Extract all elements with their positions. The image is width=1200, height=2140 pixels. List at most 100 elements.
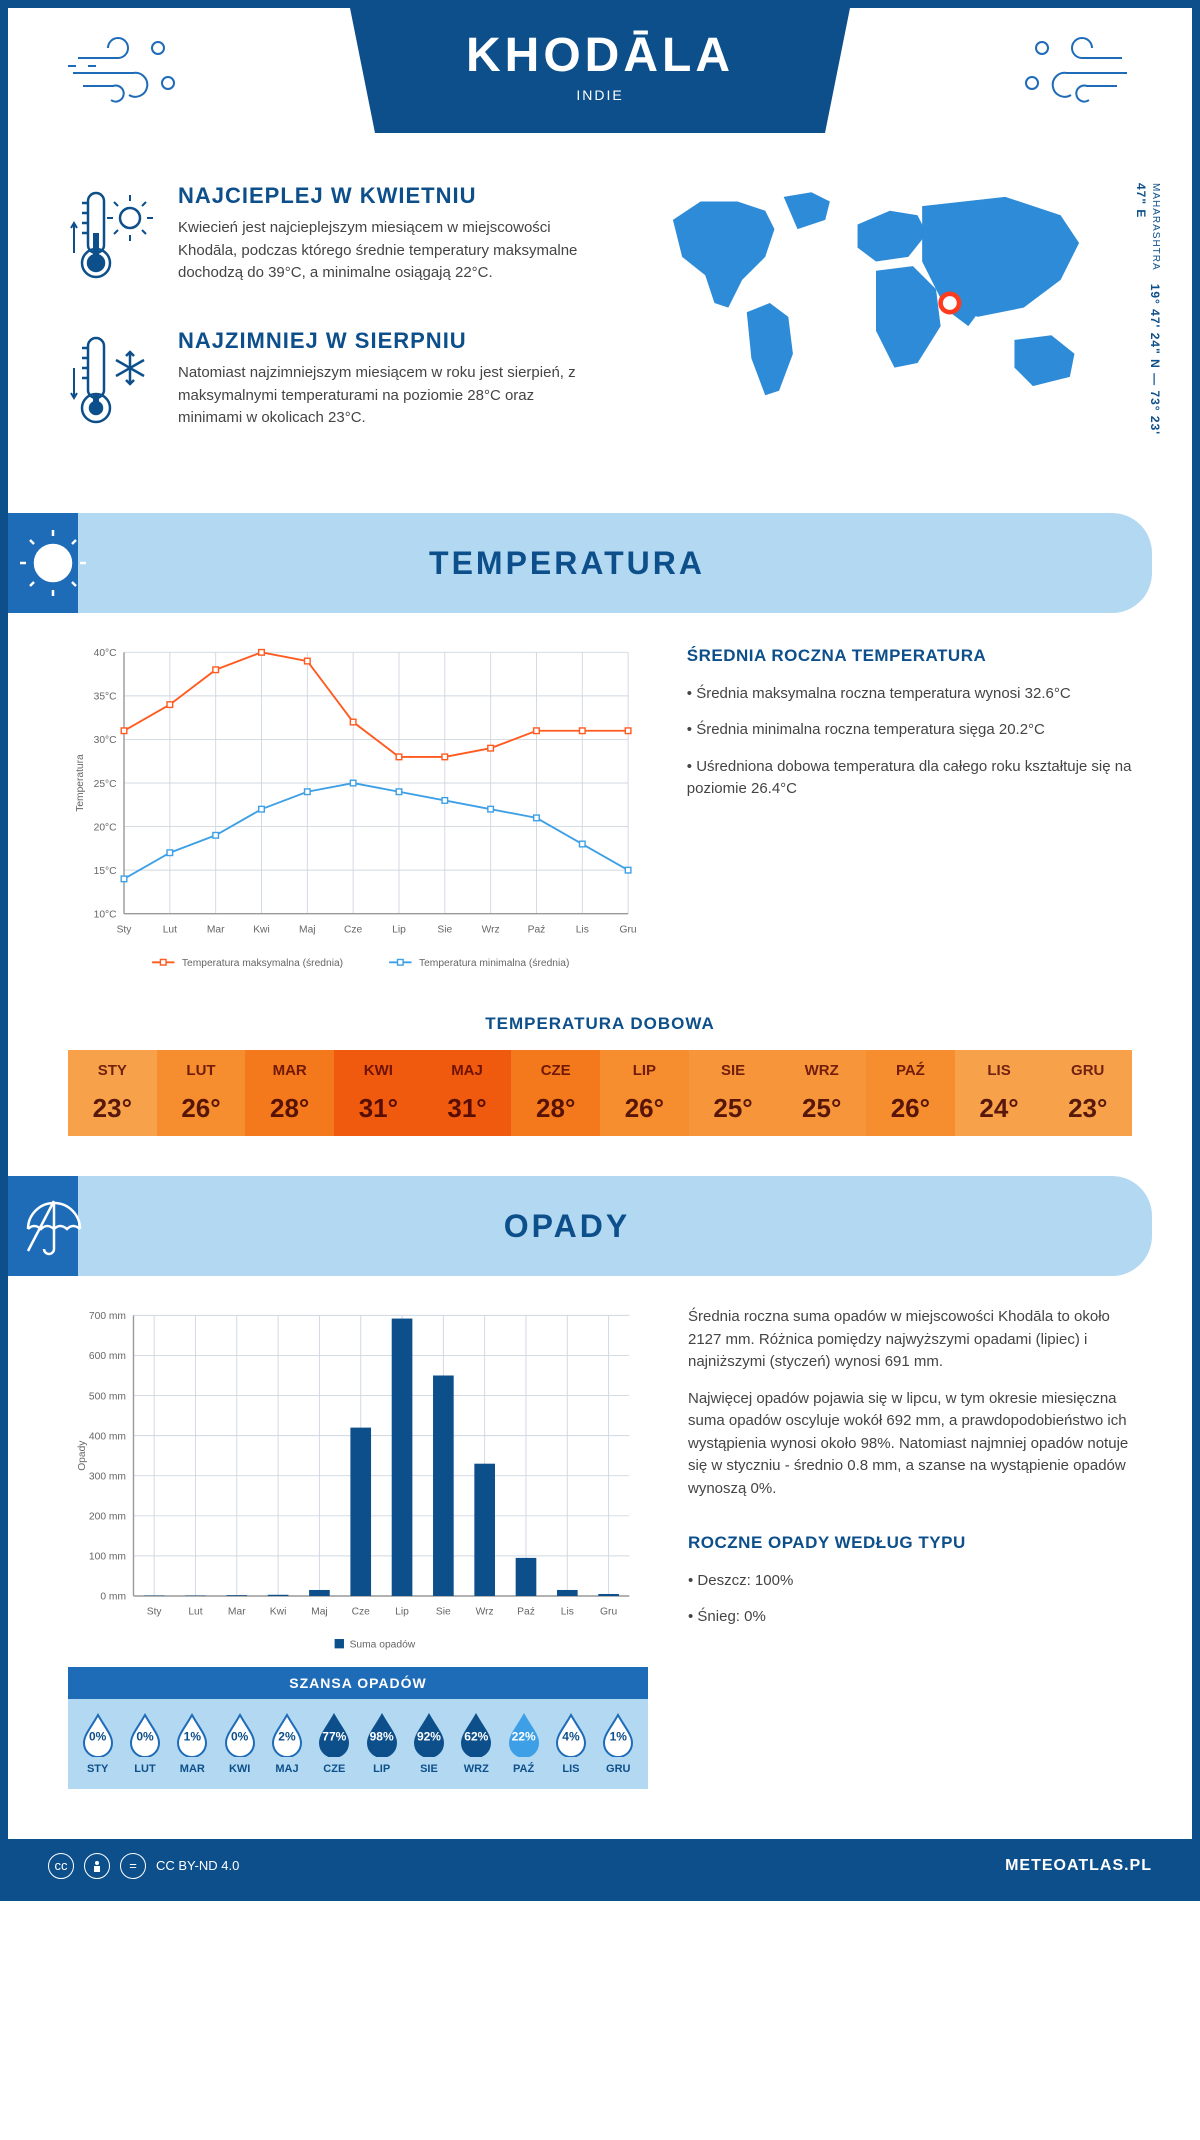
footer: cc = CC BY-ND 4.0 METEOATLAS.PL bbox=[8, 1839, 1192, 1893]
svg-text:15°C: 15°C bbox=[94, 866, 118, 877]
nd-icon: = bbox=[120, 1853, 146, 1879]
temp-summary-title: ŚREDNIA ROCZNA TEMPERATURA bbox=[687, 643, 1132, 669]
svg-text:Temperatura maksymalna (średni: Temperatura maksymalna (średnia) bbox=[182, 958, 343, 969]
chance-value: 1% bbox=[184, 1729, 201, 1743]
svg-text:0 mm: 0 mm bbox=[100, 1592, 126, 1603]
svg-text:Temperatura: Temperatura bbox=[75, 754, 86, 812]
chance-cell: 0%KWI bbox=[216, 1713, 263, 1775]
daily-temp-cell: MAJ 31° bbox=[423, 1050, 512, 1136]
daily-month-label: MAR bbox=[245, 1062, 334, 1079]
hottest-month-block: NAJCIEPLEJ W KWIETNIU Kwiecień jest najc… bbox=[68, 183, 580, 298]
raindrop-icon: 77% bbox=[316, 1713, 352, 1757]
daily-month-label: LIS bbox=[955, 1062, 1044, 1079]
cold-text: Natomiast najzimniejszym miesiącem w rok… bbox=[178, 362, 580, 430]
svg-text:Paź: Paź bbox=[517, 1607, 535, 1618]
thermometer-snow-icon bbox=[68, 328, 158, 443]
daily-temperature-table: STY23°LUT26°MAR28°KWI31°MAJ31°CZE28°LIP2… bbox=[68, 1050, 1132, 1136]
raindrop-icon: 98% bbox=[364, 1713, 400, 1757]
svg-text:Maj: Maj bbox=[299, 924, 316, 935]
svg-text:700 mm: 700 mm bbox=[89, 1311, 126, 1322]
chance-month-label: MAJ bbox=[263, 1763, 310, 1775]
sun-icon bbox=[8, 513, 78, 613]
daily-temp-value: 31° bbox=[423, 1093, 512, 1124]
daily-month-label: LUT bbox=[157, 1062, 246, 1079]
chance-cell: 4%LIS bbox=[547, 1713, 594, 1775]
raindrop-icon: 62% bbox=[458, 1713, 494, 1757]
svg-text:Sty: Sty bbox=[147, 1607, 163, 1618]
chance-month-label: MAR bbox=[169, 1763, 216, 1775]
chance-value: 98% bbox=[370, 1729, 394, 1743]
daily-temp-value: 25° bbox=[689, 1093, 778, 1124]
precipitation-section-header: OPADY bbox=[8, 1176, 1152, 1276]
svg-text:30°C: 30°C bbox=[94, 735, 118, 746]
chance-cell: 2% MAJ bbox=[263, 1713, 310, 1775]
wind-swirl-icon bbox=[68, 28, 188, 113]
site-name: METEOATLAS.PL bbox=[1005, 1857, 1152, 1875]
by-icon bbox=[84, 1853, 110, 1879]
precipitation-chance-box: SZANSA OPADÓW 0%STY0%LUT1%MAR0%KWI2%MAJ7… bbox=[68, 1667, 648, 1789]
svg-text:Lip: Lip bbox=[395, 1607, 409, 1618]
daily-month-label: CZE bbox=[511, 1062, 600, 1079]
chance-cell: 98% LIP bbox=[358, 1713, 405, 1775]
daily-temp-cell: MAR28° bbox=[245, 1050, 334, 1136]
svg-text:Cze: Cze bbox=[352, 1607, 371, 1618]
precip-para-1: Średnia roczna suma opadów w miejscowośc… bbox=[688, 1306, 1132, 1374]
chance-cell: 1% MAR bbox=[169, 1713, 216, 1775]
svg-text:Gru: Gru bbox=[600, 1607, 617, 1618]
daily-temp-value: 24° bbox=[955, 1093, 1044, 1124]
svg-text:Sie: Sie bbox=[437, 924, 452, 935]
coldest-month-block: NAJZIMNIEJ W SIERPNIU Natomiast najzimni… bbox=[68, 328, 580, 443]
cold-title: NAJZIMNIEJ W SIERPNIU bbox=[178, 328, 580, 354]
chance-value: 77% bbox=[322, 1729, 346, 1743]
daily-temp-value: 26° bbox=[157, 1093, 246, 1124]
daily-temp-cell: STY23° bbox=[68, 1050, 157, 1136]
temperature-title: TEMPERATURA bbox=[102, 545, 1032, 582]
chance-value: 0% bbox=[136, 1729, 153, 1743]
daily-temp-cell: CZE 28° bbox=[511, 1050, 600, 1136]
daily-temp-cell: SIE25° bbox=[689, 1050, 778, 1136]
hot-text: Kwiecień jest najcieplejszym miesiącem w… bbox=[178, 217, 580, 285]
daily-temp-cell: LIS 24° bbox=[955, 1050, 1044, 1136]
chance-month-label: GRU bbox=[595, 1763, 642, 1775]
daily-temp-cell: PAŹ26° bbox=[866, 1050, 955, 1136]
svg-text:40°C: 40°C bbox=[94, 648, 118, 659]
chance-cell: 0%STY bbox=[74, 1713, 121, 1775]
wind-swirl-icon bbox=[1012, 28, 1132, 113]
cc-icon: cc bbox=[48, 1853, 74, 1879]
chance-value: 0% bbox=[89, 1729, 106, 1743]
daily-month-label: LIP bbox=[600, 1062, 689, 1079]
raindrop-icon: 0% bbox=[222, 1713, 258, 1757]
daily-temp-value: 28° bbox=[511, 1093, 600, 1124]
daily-temp-value: 31° bbox=[334, 1093, 423, 1124]
temp-bullet: Średnia minimalna roczna temperatura się… bbox=[687, 719, 1132, 742]
chance-value: 92% bbox=[417, 1729, 441, 1743]
svg-text:500 mm: 500 mm bbox=[89, 1391, 126, 1402]
daily-temp-value: 25° bbox=[777, 1093, 866, 1124]
precip-type-bullet: Śnieg: 0% bbox=[688, 1606, 1132, 1629]
chance-month-label: LUT bbox=[121, 1763, 168, 1775]
umbrella-icon bbox=[8, 1176, 78, 1276]
daily-temp-value: 26° bbox=[600, 1093, 689, 1124]
svg-text:Gru: Gru bbox=[620, 924, 637, 935]
world-map bbox=[620, 183, 1132, 423]
chance-cell: 92%SIE bbox=[405, 1713, 452, 1775]
daily-month-label: MAJ bbox=[423, 1062, 512, 1079]
raindrop-icon: 2% bbox=[269, 1713, 305, 1757]
chance-value: 4% bbox=[562, 1729, 579, 1743]
svg-text:10°C: 10°C bbox=[94, 909, 118, 920]
chance-value: 2% bbox=[278, 1729, 295, 1743]
chance-month-label: LIP bbox=[358, 1763, 405, 1775]
svg-text:Kwi: Kwi bbox=[270, 1607, 287, 1618]
header-banner: KHODĀLA INDIE bbox=[350, 8, 850, 133]
raindrop-icon: 0% bbox=[127, 1713, 163, 1757]
svg-text:35°C: 35°C bbox=[94, 692, 118, 703]
svg-text:Maj: Maj bbox=[311, 1607, 328, 1618]
svg-text:Wrz: Wrz bbox=[482, 924, 500, 935]
daily-month-label: KWI bbox=[334, 1062, 423, 1079]
daily-month-label: WRZ bbox=[777, 1062, 866, 1079]
svg-text:Lis: Lis bbox=[561, 1607, 574, 1618]
svg-text:Lis: Lis bbox=[576, 924, 589, 935]
daily-temp-cell: LUT 26° bbox=[157, 1050, 246, 1136]
temp-bullet: Średnia maksymalna roczna temperatura wy… bbox=[687, 683, 1132, 706]
daily-temp-cell: WRZ 25° bbox=[777, 1050, 866, 1136]
